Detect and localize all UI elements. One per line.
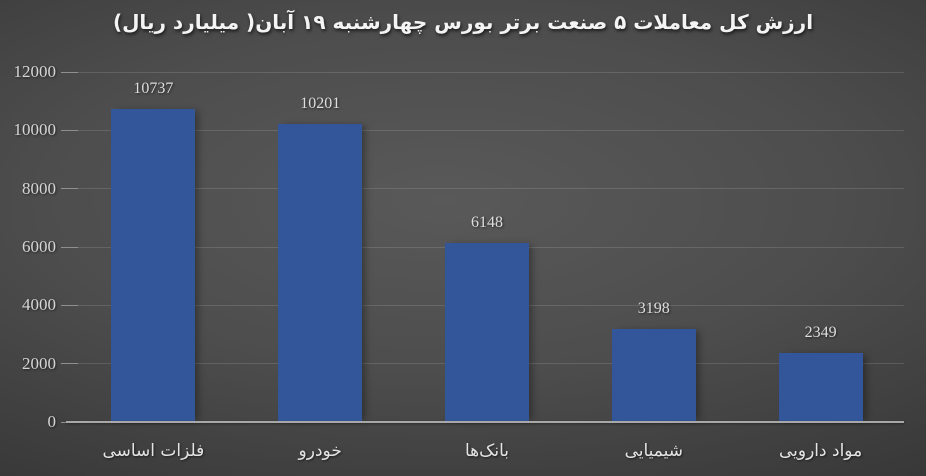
bar-value-label: 3198 [637,299,670,317]
bar [111,108,196,422]
gridline [70,188,904,190]
y-tick-label: 0 [47,412,57,431]
bar-value-label: 6148 [471,213,503,231]
x-category-label: خودرو [298,441,342,461]
y-tick-label: 2000 [22,353,56,373]
bar [778,353,863,422]
bar-value-label: 10737 [133,79,174,97]
bar [611,328,696,422]
x-category-label: شیمیایی [624,441,683,461]
y-tick-label: 4000 [22,295,56,315]
bar-value-label: 10201 [300,95,341,113]
bar-value-label: 2349 [804,324,837,342]
y-axis-tick [61,363,78,365]
gridline [70,71,904,73]
bar [445,242,529,422]
y-axis-tick [61,304,78,306]
y-axis-tick [61,246,78,248]
x-category-label: بانک‌ها [464,441,509,461]
gridline [70,129,904,131]
y-tick-label: 12000 [13,62,57,81]
x-category-label: مواد دارویی [778,441,863,461]
x-axis-line [66,421,904,423]
y-axis-tick [61,129,78,131]
y-tick-label: 8000 [22,178,56,198]
y-axis-tick [61,188,78,190]
y-tick-label: 6000 [22,237,56,256]
x-category-label: فلزات اساسی [102,441,205,461]
y-tick-label: 10000 [13,120,57,140]
bar [278,124,363,422]
y-axis-tick [61,71,78,73]
chart-title: ارزش کل معاملات ۵ صنعت برتر بورس چهارشنب… [112,10,814,34]
